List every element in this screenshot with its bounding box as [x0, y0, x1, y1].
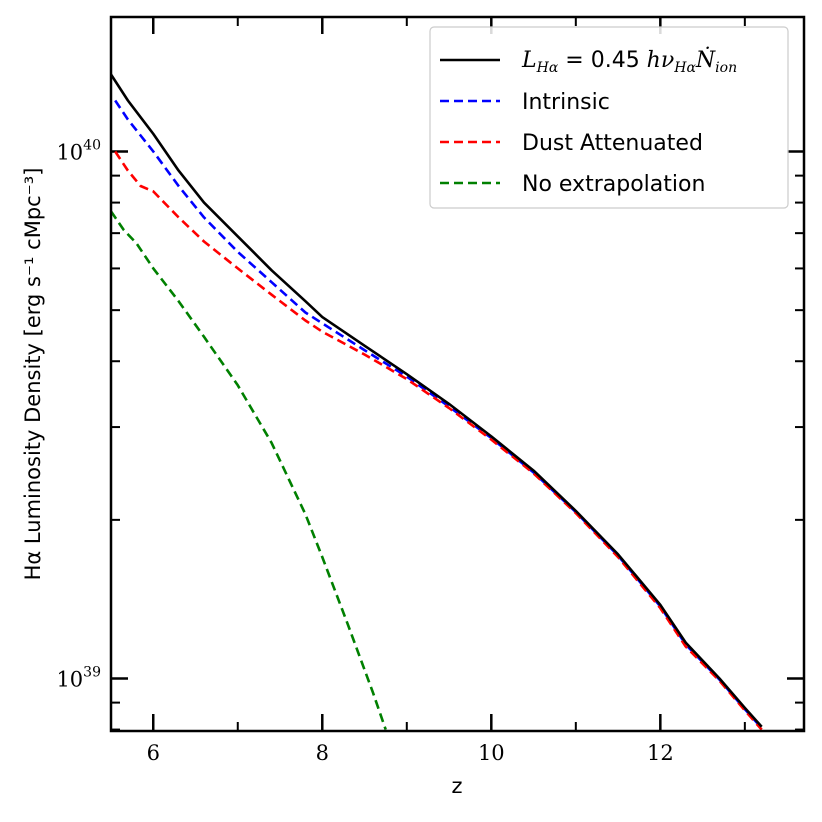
plot-frame — [109, 15, 806, 733]
y-axis-label: Hα Luminosity Density [erg s⁻¹ cMpc⁻³] — [21, 168, 45, 581]
x-axis-label: z — [451, 774, 462, 798]
series-line-ha-relation — [111, 73, 763, 728]
series-group — [111, 73, 763, 731]
legend-label-intrinsic: Intrinsic — [522, 90, 610, 115]
series-line-intrinsic — [114, 99, 763, 729]
series-line-dust-attenuated — [114, 150, 763, 731]
x-tick-label: 8 — [316, 741, 329, 765]
legend-label-ha-relation: LHα = 0.45 hνHαṄion — [521, 46, 737, 76]
legend: LHα = 0.45 hνHαṄion Intrinsic Dust Atten… — [429, 26, 789, 209]
x-tick-label: 10 — [478, 741, 505, 765]
tick-labels: 6 8 10 12 1039 1040 — [56, 138, 673, 765]
y-tick-label: 1040 — [56, 138, 101, 165]
legend-label-no-extrapolation: No extrapolation — [522, 172, 705, 197]
x-tick-label: 12 — [647, 741, 674, 765]
y-tick-label: 1039 — [56, 664, 101, 691]
series-line-no-extrapolation — [111, 210, 387, 731]
x-tick-label: 6 — [147, 741, 160, 765]
legend-label-dust-attenuated: Dust Attenuated — [522, 131, 703, 156]
legend-frame — [429, 26, 789, 209]
